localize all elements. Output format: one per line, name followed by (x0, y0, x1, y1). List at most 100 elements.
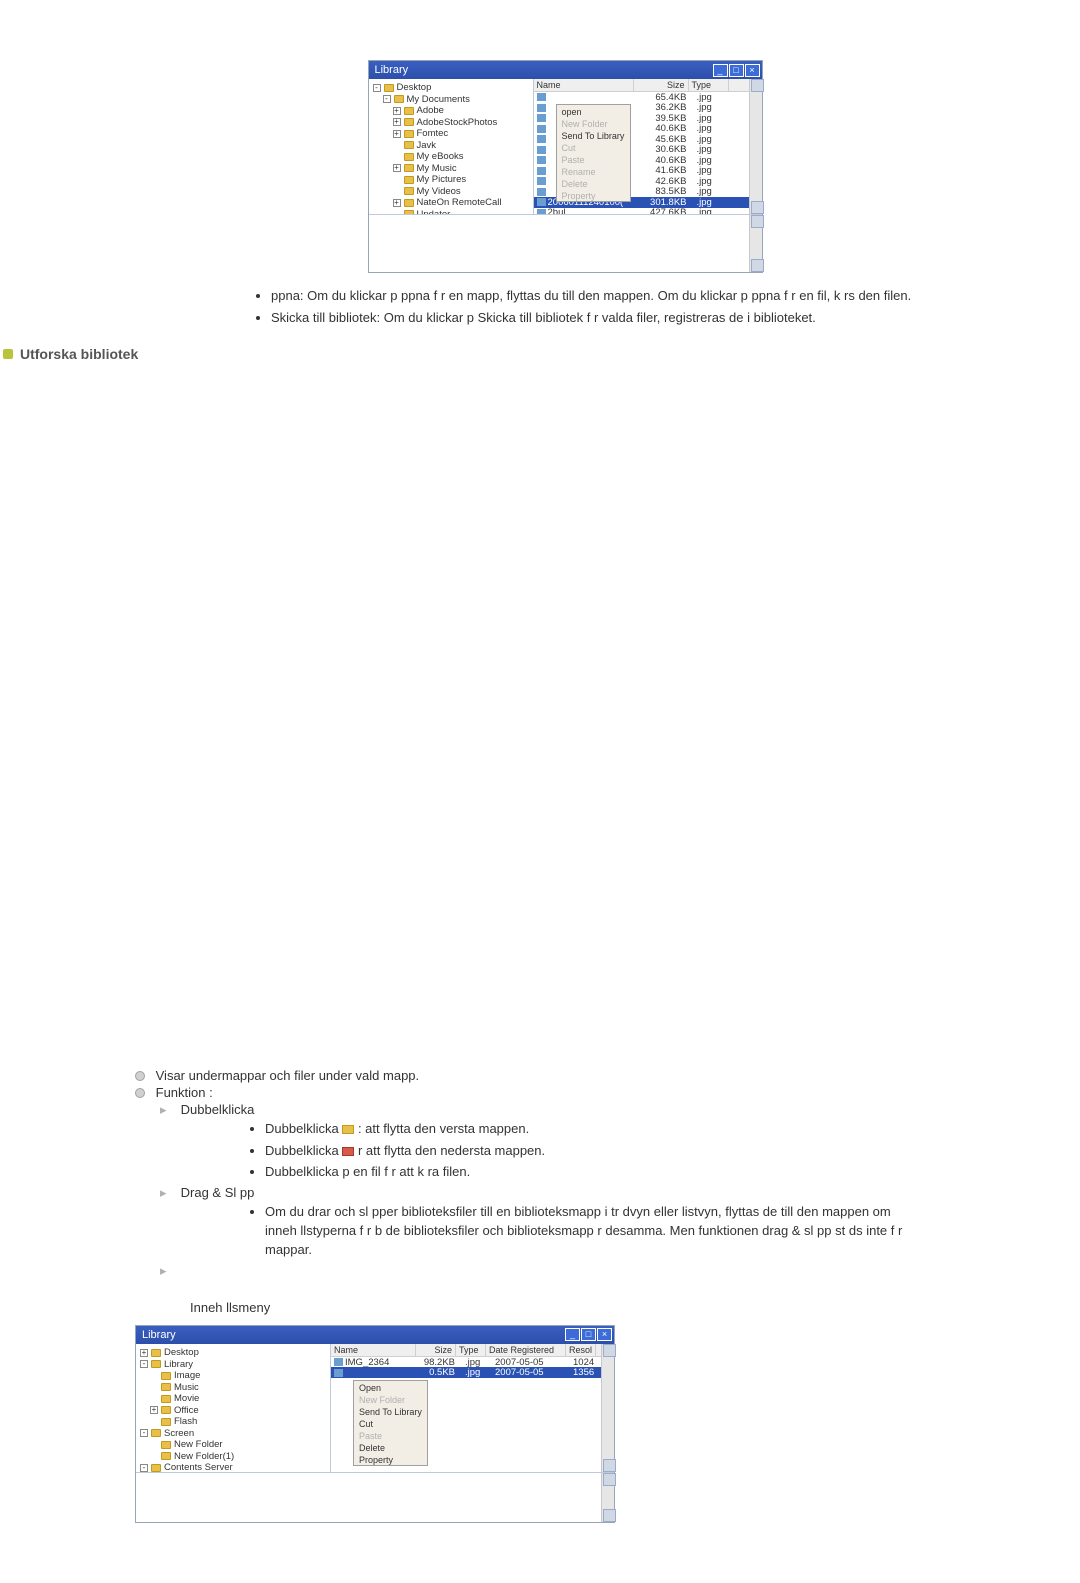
expand-icon[interactable]: + (393, 107, 401, 115)
section-explore-library: Utforska bibliotek (3, 346, 928, 362)
expand-icon[interactable]: + (150, 1406, 158, 1414)
context-item: Rename (557, 165, 630, 177)
file-row[interactable]: IMG_236498.2KB.jpg2007-05-051024 (331, 1357, 614, 1368)
context-item[interactable]: Open (354, 1381, 427, 1393)
expand-icon[interactable]: - (140, 1464, 148, 1472)
tree-item[interactable]: - Screen (138, 1427, 328, 1439)
tree-label: Contents Server (164, 1462, 233, 1472)
folder-icon (161, 1441, 171, 1449)
arrow-bullet-icon: ▸ (160, 1185, 171, 1196)
vertical-scrollbar[interactable] (749, 79, 762, 214)
file-date: 2007-05-05 (489, 1357, 569, 1368)
file-res: 1024 (569, 1357, 599, 1368)
expand-icon[interactable]: - (383, 95, 391, 103)
col-size[interactable]: Size (416, 1344, 456, 1356)
tree-item[interactable]: +My Music (371, 163, 531, 175)
col-size[interactable]: Size (634, 79, 689, 91)
file-list[interactable]: Name Size Type Date Registered Resol IMG… (331, 1344, 614, 1472)
tree-item[interactable]: +NateOn RemoteCall (371, 197, 531, 209)
dragdrop-list: Om du drar och sl pper biblioteksfiler t… (225, 1203, 915, 1260)
line-empty: ▸ (160, 1263, 915, 1278)
expand-icon[interactable]: - (373, 84, 381, 92)
folder-icon (161, 1383, 171, 1391)
tree-label: Library (164, 1359, 193, 1370)
file-row[interactable]: 0.5KB.jpg2007-05-051356 (331, 1367, 614, 1378)
expand-icon[interactable]: - (140, 1360, 148, 1368)
col-name[interactable]: Name (534, 79, 634, 91)
col-type[interactable]: Type (689, 79, 729, 91)
folder-tree[interactable]: -Desktop-My Documents+Adobe+AdobeStockPh… (369, 79, 534, 214)
context-item[interactable]: Cut (354, 1417, 427, 1429)
col-type[interactable]: Type (456, 1344, 486, 1356)
expand-icon[interactable]: - (140, 1429, 148, 1437)
context-item[interactable]: Delete (354, 1441, 427, 1453)
tree-item[interactable]: My eBooks (371, 151, 531, 163)
maximize-icon[interactable]: □ (581, 1328, 596, 1341)
file-size: 30.6KB (636, 144, 691, 155)
minimize-icon[interactable]: _ (565, 1328, 580, 1341)
expand-icon[interactable]: + (393, 164, 401, 172)
context-item[interactable]: Send To Library (354, 1405, 427, 1417)
bullet-send: Skicka till bibliotek: Om du klickar p S… (271, 309, 915, 328)
tree-item[interactable]: -My Documents (371, 94, 531, 106)
line-context-title: Inneh llsmeny (190, 1300, 915, 1315)
tree-item[interactable]: +Office (138, 1404, 328, 1416)
file-name: IMG_2364 (345, 1357, 419, 1368)
col-date[interactable]: Date Registered (486, 1344, 566, 1356)
tree-item[interactable]: My Videos (371, 186, 531, 198)
vertical-scrollbar[interactable] (749, 215, 762, 272)
file-icon (537, 104, 546, 112)
context-item[interactable]: Send To Library (557, 129, 630, 141)
file-icon (537, 156, 546, 164)
folder-tree[interactable]: +Desktop-LibraryImageMusicMovie+OfficeFl… (136, 1344, 331, 1472)
dc-upper: Dubbelklicka : att flytta den versta map… (265, 1120, 915, 1139)
tree-item[interactable]: Movie (138, 1393, 328, 1405)
file-type: .jpg (459, 1367, 489, 1378)
file-type: .jpg (691, 102, 731, 113)
folder-up-icon (342, 1125, 354, 1134)
tree-item[interactable]: Javk (371, 140, 531, 152)
close-icon[interactable]: × (745, 64, 760, 77)
file-row[interactable]: 65.4KB.jpg (534, 92, 762, 103)
tree-item[interactable]: +Desktop (138, 1347, 328, 1359)
col-name[interactable]: Name (331, 1344, 416, 1356)
vertical-scrollbar[interactable] (601, 1473, 614, 1522)
file-icon (537, 125, 546, 133)
close-icon[interactable]: × (597, 1328, 612, 1341)
line-doubleclick: ▸ Dubbelklicka (160, 1102, 915, 1117)
tree-item[interactable]: - Library (138, 1358, 328, 1370)
context-item[interactable]: Property (354, 1453, 427, 1465)
folder-icon (151, 1349, 161, 1357)
tree-item[interactable]: Music (138, 1381, 328, 1393)
col-res[interactable]: Resol (566, 1344, 596, 1356)
context-menu[interactable]: OpenNew FolderSend To LibraryCutPasteDel… (353, 1380, 428, 1466)
expand-icon[interactable]: + (393, 118, 401, 126)
file-size: 98.2KB (419, 1357, 459, 1368)
tree-item[interactable]: My Pictures (371, 174, 531, 186)
tree-item[interactable]: + Fomtec (371, 128, 531, 140)
context-menu[interactable]: openNew FolderSend To LibraryCutPasteRen… (556, 104, 631, 202)
maximize-icon[interactable]: □ (729, 64, 744, 77)
tree-item[interactable]: New Folder (138, 1439, 328, 1451)
tree-item[interactable]: -Desktop (371, 82, 531, 94)
file-icon (537, 135, 546, 143)
minimize-icon[interactable]: _ (713, 64, 728, 77)
circle-bullet-icon (135, 1071, 145, 1081)
expand-icon[interactable]: + (393, 199, 401, 207)
expand-icon[interactable]: + (140, 1349, 148, 1357)
file-list[interactable]: Name Size Type 65.4KB.jpg36.2KB.jpg39.5K… (534, 79, 762, 214)
context-item[interactable]: open (557, 105, 630, 117)
tree-item[interactable]: - Contents Server (138, 1462, 328, 1472)
tree-item[interactable]: New Folder(1) (138, 1450, 328, 1462)
tree-item[interactable]: Image (138, 1370, 328, 1382)
tree-item[interactable]: Flash (138, 1416, 328, 1428)
tree-item[interactable]: +AdobeStockPhotos (371, 117, 531, 129)
list-body[interactable]: IMG_236498.2KB.jpg2007-05-0510240.5KB.jp… (331, 1357, 614, 1378)
tree-label: New Folder (174, 1439, 223, 1450)
expand-icon[interactable]: + (393, 130, 401, 138)
vertical-scrollbar[interactable] (601, 1344, 614, 1472)
tree-label: Fomtec (417, 128, 449, 139)
tree-item[interactable]: +Adobe (371, 105, 531, 117)
file-size: 40.6KB (636, 123, 691, 134)
tree-label: Screen (164, 1428, 194, 1439)
